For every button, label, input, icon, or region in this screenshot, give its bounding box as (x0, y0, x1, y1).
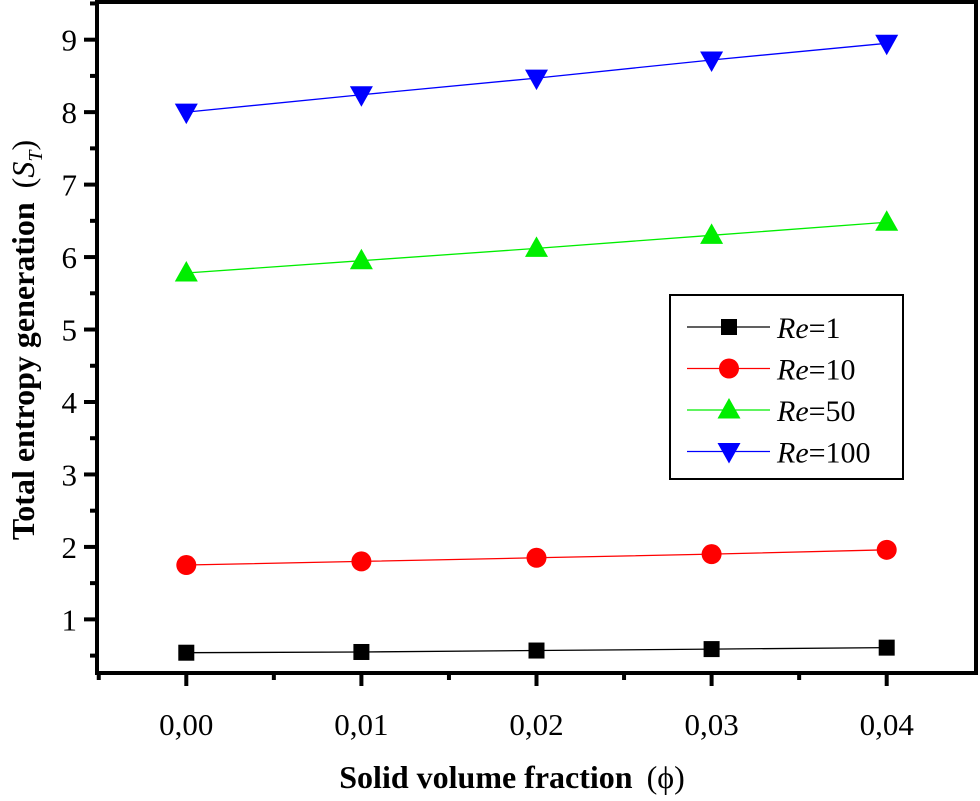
y-tick-label: 4 (62, 385, 78, 420)
y-tick-label: 9 (62, 23, 78, 58)
triangle-down-marker (700, 51, 724, 72)
series (176, 539, 897, 576)
series (174, 34, 899, 125)
square-marker (528, 642, 545, 659)
triangle-up-marker (700, 223, 724, 244)
legend-box (669, 294, 904, 480)
triangle-down-marker (349, 86, 373, 107)
triangle-down-marker (525, 69, 548, 91)
circle-marker (876, 539, 897, 560)
y-tick-label: 5 (62, 313, 78, 348)
square-marker (703, 641, 720, 658)
y-tick-label: 8 (62, 95, 78, 130)
x-tick-label: 0,00 (159, 707, 213, 742)
y-tick-label: 6 (62, 240, 78, 275)
x-tick-label: 0,02 (509, 707, 563, 742)
legend-label: Re=1 (776, 312, 841, 345)
circle-marker (719, 358, 739, 379)
circle-marker (176, 555, 197, 576)
plot-marks (174, 34, 899, 661)
triangle-down-marker (174, 103, 198, 125)
y-tick-label: 1 (62, 602, 78, 637)
triangle-up-marker (349, 248, 373, 270)
triangle-up-marker (174, 261, 198, 282)
x-tick-label: 0,03 (684, 707, 738, 742)
triangle-up-marker (875, 210, 899, 231)
x-tick-label: 0,04 (860, 707, 915, 742)
square-marker (353, 643, 370, 660)
y-tick-label: 2 (62, 530, 78, 565)
y-axis-label: Total entropy generation(ST) (5, 140, 47, 540)
square-marker (878, 639, 895, 656)
circle-marker (526, 547, 547, 568)
legend-label: Re=100 (776, 437, 871, 470)
circle-marker (351, 551, 372, 572)
y-tick-label: 7 (62, 168, 78, 203)
triangle-down-marker (717, 443, 741, 464)
triangle-up-marker (717, 398, 741, 419)
x-tick-label: 0,01 (334, 707, 388, 742)
series (174, 210, 899, 282)
triangle-down-marker (875, 34, 899, 56)
x-axis-label: Solid volume fraction (ϕ) (339, 759, 684, 795)
square-marker (721, 319, 737, 335)
triangle-up-marker (525, 236, 548, 257)
axis-ticks: 0,00 0,01 0,02 0,03 0,04 1 2 3 4 5 6 7 8 9 (62, 1, 915, 742)
legend-label: Re=50 (776, 395, 856, 428)
square-marker (178, 644, 195, 661)
legend: Re=1 Re=10 Re=50 Re=100 (669, 294, 904, 480)
series (178, 639, 895, 661)
legend-label: Re=10 (776, 354, 856, 387)
circle-marker (701, 544, 722, 565)
y-tick-label: 3 (62, 457, 78, 492)
